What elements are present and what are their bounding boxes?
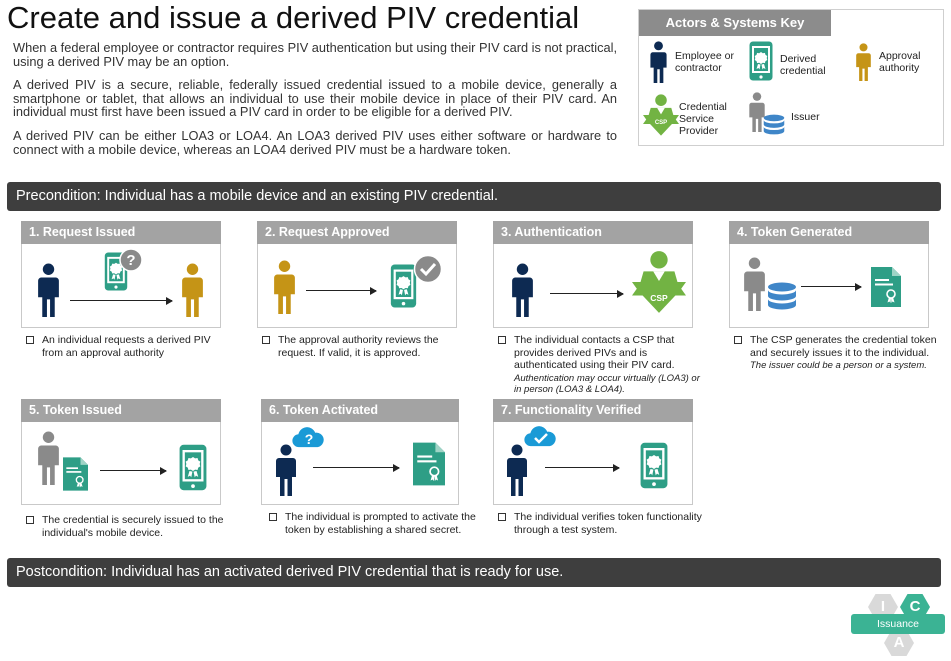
checkbox-icon [269,513,277,521]
employee-icon [650,41,667,83]
step-4-title: 4. Token Generated [729,221,929,244]
step-1-card: 1. Request Issued ? [21,221,221,328]
intro-paragraph-2: A derived PIV is a secure, reliable, fed… [13,77,617,120]
approval-authority-icon [182,263,203,317]
key-csp-label: Credential Service Provider [679,101,727,137]
step-5-card: 5. Token Issued [21,399,221,505]
document-credential-icon [871,264,901,310]
employee-icon [38,263,59,317]
step-5-arrow [100,466,167,475]
step-3-note: Authentication may occur virtually (LOA3… [514,372,700,396]
actors-systems-key: Actors & Systems Key Employee or contrac… [638,9,944,146]
step-3-title: 3. Authentication [493,221,693,244]
employee-icon [512,263,533,317]
step-4-note: The issuer could be a person or a system… [750,360,927,372]
cloud-check-icon [524,426,556,447]
derived-credential-icon [749,41,773,81]
step-4-arrow [801,282,862,291]
step-1-description: An individual requests a derived PIV fro… [24,334,229,359]
checkbox-icon [262,336,270,344]
key-issuer-label: Issuer [791,111,820,123]
employee-icon [276,444,296,496]
csp-badge-label: CSP [650,293,668,303]
key-derived-label: Derived credential [780,53,826,77]
step-3-card: 3. Authentication CSP [493,221,693,328]
phone-credential-icon [640,442,668,489]
step-4-description: The CSP generates the credential token a… [732,334,942,372]
key-employee-label: Employee or contractor [675,50,734,74]
document-credential-icon [63,456,88,492]
step-1-arrow [70,296,173,305]
csp-icon [643,92,679,138]
step-6-description: The individual is prompted to activate t… [267,511,477,536]
intro-paragraph-3: A derived PIV can be either LOA3 or LOA4… [13,127,617,157]
employee-icon [507,444,527,496]
check-badge-icon [413,254,443,284]
phone-credential-icon [179,444,207,491]
approval-authority-icon [856,43,871,81]
key-title: Actors & Systems Key [639,10,831,36]
approval-authority-icon [274,260,295,314]
key-csp-badge: CSP [654,120,668,126]
intro-paragraph-1: When a federal employee or contractor re… [13,40,617,69]
precondition-bar: Precondition: Individual has a mobile de… [7,182,941,211]
key-approval-label: Approval authority [879,50,921,74]
step-6-arrow [313,463,400,472]
step-6-card: 6. Token Activated ? [261,399,459,505]
intro-text: When a federal employee or contractor re… [13,41,617,166]
step-2-arrow [306,286,377,295]
svg-text:?: ? [305,431,314,447]
step-2-title: 2. Request Approved [257,221,457,244]
checkbox-icon [498,336,506,344]
step-6-title: 6. Token Activated [261,399,459,422]
issuer-icon [744,257,765,311]
step-4-card: 4. Token Generated [729,221,929,328]
step-5-title: 5. Token Issued [21,399,221,422]
step-7-title: 7. Functionality Verified [493,399,693,422]
checkbox-icon [734,336,742,344]
csp-icon [632,251,686,313]
document-credential-icon [413,440,445,488]
postcondition-bar: Postcondition: Individual has an activat… [7,558,941,587]
cloud-question-icon: ? [292,427,324,448]
step-3-arrow [550,289,624,298]
checkbox-icon [26,516,34,524]
step-7-description: The individual verifies token functional… [496,511,706,536]
step-1-title: 1. Request Issued [21,221,221,244]
step-2-description: The approval authority reviews the reque… [260,334,465,359]
issuer-icon [38,431,59,485]
checkbox-icon [498,513,506,521]
database-icon [763,114,785,138]
database-icon [767,282,797,314]
issuance-label: Issuance [851,614,945,634]
step-5-description: The credential is securely issued to the… [24,514,229,539]
step-3-description: The individual contacts a CSP that provi… [496,334,706,396]
step-7-arrow [545,463,620,472]
step-2-card: 2. Request Approved [257,221,457,328]
step-7-card: 7. Functionality Verified [493,399,693,505]
page-title: Create and issue a derived PIV credentia… [7,0,580,35]
question-badge-icon: ? [119,248,143,272]
checkbox-icon [26,336,34,344]
svg-text:?: ? [126,252,135,269]
